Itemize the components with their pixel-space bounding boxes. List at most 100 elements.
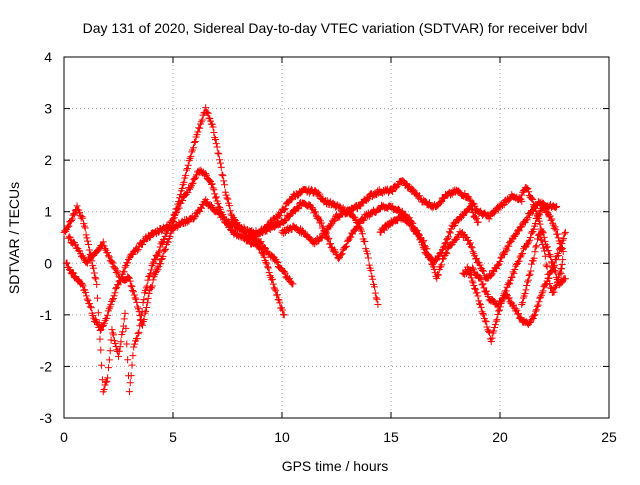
- data-point: [534, 212, 542, 220]
- y-tick-label: -2: [40, 358, 53, 374]
- data-point: [270, 284, 278, 292]
- data-point: [561, 228, 569, 236]
- data-point: [531, 219, 539, 227]
- data-point: [526, 270, 534, 278]
- data-point: [142, 307, 150, 315]
- data-point: [131, 340, 139, 348]
- data-point: [542, 280, 550, 288]
- data-point: [136, 312, 144, 320]
- data-point: [121, 309, 129, 317]
- data-point: [546, 212, 554, 220]
- data-point: [474, 292, 482, 300]
- data-point: [261, 244, 269, 252]
- data-point: [140, 315, 148, 323]
- data-point: [508, 273, 516, 281]
- data-point: [525, 238, 533, 246]
- data-point: [262, 258, 270, 266]
- data-point: [461, 233, 469, 241]
- data-point: [559, 256, 567, 264]
- data-point: [124, 356, 132, 364]
- series-track-b: [62, 104, 297, 335]
- data-point: [256, 243, 264, 251]
- data-point: [549, 262, 557, 270]
- data-point: [326, 223, 334, 231]
- data-point: [466, 196, 474, 204]
- series-track-a: [60, 166, 264, 396]
- data-point: [449, 222, 457, 230]
- data-point: [395, 181, 403, 189]
- data-point: [457, 230, 465, 238]
- data-point: [214, 199, 222, 207]
- data-point: [214, 149, 222, 157]
- data-point: [263, 260, 271, 268]
- data-point: [530, 312, 538, 320]
- y-tick-label: -3: [40, 410, 53, 426]
- data-point: [194, 128, 202, 136]
- data-point: [511, 266, 519, 274]
- data-point: [423, 245, 431, 253]
- data-point: [125, 256, 133, 264]
- data-point: [416, 234, 424, 242]
- x-tick-label: 20: [492, 429, 508, 445]
- data-point: [133, 247, 141, 255]
- data-point: [286, 211, 294, 219]
- data-point: [94, 294, 102, 302]
- data-point: [529, 195, 537, 203]
- data-point: [524, 185, 532, 193]
- data-point: [128, 361, 136, 369]
- data-point: [363, 250, 371, 258]
- data-point: [176, 194, 184, 202]
- data-point: [436, 199, 444, 207]
- data-point: [198, 116, 206, 124]
- data-point: [118, 274, 126, 282]
- data-point: [66, 234, 74, 242]
- data-point: [108, 298, 116, 306]
- data-point: [477, 275, 485, 283]
- data-point: [183, 165, 191, 173]
- data-point: [441, 240, 449, 248]
- data-point: [212, 193, 220, 201]
- series-track-j: [518, 230, 565, 308]
- data-point: [191, 213, 199, 221]
- data-point: [505, 242, 513, 250]
- data-point: [191, 174, 199, 182]
- data-point: [280, 268, 288, 276]
- data-point: [129, 288, 137, 296]
- data-point: [559, 248, 567, 256]
- data-point: [164, 238, 172, 246]
- data-point: [152, 267, 160, 275]
- data-point: [285, 275, 293, 283]
- data-point: [208, 180, 216, 188]
- data-point: [264, 264, 272, 272]
- data-point: [83, 234, 91, 242]
- data-point: [557, 264, 565, 272]
- data-point: [515, 227, 523, 235]
- data-point: [437, 263, 445, 271]
- data-point: [516, 315, 524, 323]
- data-point: [264, 263, 272, 271]
- data-point: [501, 248, 509, 256]
- data-point: [475, 297, 483, 305]
- data-point: [281, 205, 289, 213]
- data-point: [289, 280, 297, 288]
- data-point: [314, 188, 322, 196]
- data-point: [358, 230, 366, 238]
- data-point: [275, 212, 283, 220]
- data-point: [126, 379, 134, 387]
- data-point: [71, 210, 79, 218]
- data-point: [452, 235, 460, 243]
- data-point: [170, 214, 178, 222]
- data-point: [492, 317, 500, 325]
- data-point: [427, 255, 435, 263]
- data-point: [524, 276, 532, 284]
- data-point: [553, 230, 561, 238]
- data-point: [394, 217, 402, 225]
- data-point: [480, 311, 488, 319]
- data-point: [558, 239, 566, 247]
- data-point: [114, 281, 122, 289]
- data-point: [101, 245, 109, 253]
- data-point: [78, 280, 86, 288]
- data-point: [81, 224, 89, 232]
- data-point: [322, 230, 330, 238]
